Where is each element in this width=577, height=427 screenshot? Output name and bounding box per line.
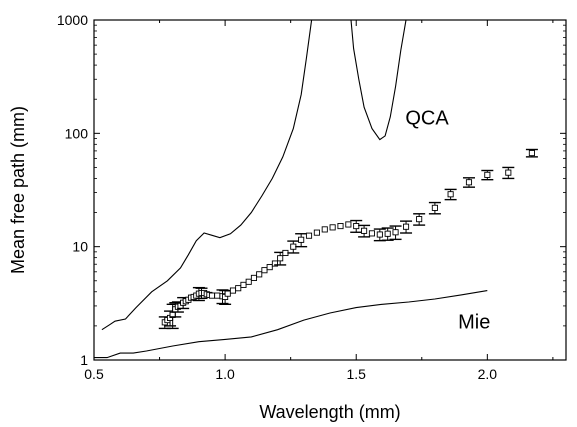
data-point (402, 223, 410, 230)
mie-curve-label: Mie (458, 311, 490, 333)
data-point (353, 223, 360, 230)
x-tick-label: 0.5 (84, 366, 104, 382)
data-point (214, 292, 221, 299)
y-tick-label: 100 (65, 125, 89, 141)
data-point (321, 226, 328, 233)
qca-curve-label: QCA (405, 107, 449, 129)
data-point (256, 271, 263, 278)
data-point (224, 290, 231, 297)
y-axis-title: Mean free path (mm) (8, 106, 28, 274)
data-point (271, 260, 278, 267)
qca-curve (350, 20, 407, 141)
data-point (465, 179, 473, 186)
data-point (298, 236, 305, 243)
data-point (277, 255, 284, 262)
y-tick-label: 10 (72, 239, 88, 255)
data-point (290, 243, 297, 250)
data-point (313, 229, 320, 236)
data-point (250, 274, 258, 281)
data-point (305, 232, 313, 239)
data-point (229, 287, 237, 294)
qca-curve (101, 20, 313, 331)
data-point (431, 204, 438, 211)
data-point (261, 267, 268, 274)
data-point (505, 169, 512, 176)
x-tick-label: 1.0 (215, 366, 235, 382)
data-point (376, 231, 383, 238)
data-point (337, 223, 344, 230)
data-point (235, 285, 242, 292)
data-point (208, 292, 216, 299)
y-tick-label: 1000 (57, 12, 88, 28)
data-point (384, 230, 391, 237)
data-point (245, 278, 252, 285)
data-point (266, 264, 273, 271)
data-point (329, 224, 336, 231)
x-tick-label: 2.0 (478, 366, 498, 382)
data-point (345, 221, 352, 228)
x-axis-title: Wavelength (mm) (259, 402, 400, 422)
data-point (368, 230, 376, 237)
y-tick-label: 1 (80, 352, 88, 368)
data-point (282, 249, 289, 257)
data-point (392, 229, 399, 236)
data-point (447, 191, 454, 198)
data-point (484, 171, 491, 178)
plot-frame (93, 19, 567, 361)
data-point (361, 227, 368, 234)
x-tick-label: 1.5 (346, 366, 366, 382)
mie-curve (94, 290, 488, 359)
data-point (240, 281, 247, 288)
data-point (528, 149, 535, 157)
data-point (416, 216, 423, 223)
